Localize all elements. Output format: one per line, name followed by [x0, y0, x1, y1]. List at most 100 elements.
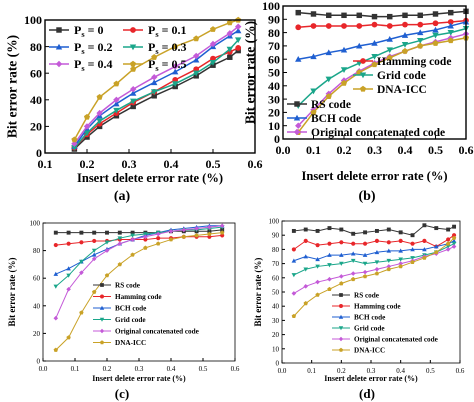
data-point: [362, 269, 368, 275]
y-tick-label: 10: [272, 345, 280, 353]
x-tick-label: 0.0: [278, 367, 287, 375]
x-tick-label: 0.3: [367, 367, 376, 375]
data-point: [113, 107, 120, 114]
legend-entry: BCH code: [332, 314, 385, 322]
data-point: [220, 230, 225, 235]
data-point: [113, 100, 120, 107]
data-point: [291, 247, 296, 252]
data-point: [181, 234, 186, 239]
y-tick-label: 100: [30, 219, 41, 227]
series-1: [291, 223, 457, 238]
data-point: [303, 238, 308, 243]
legend-label: DNA-ICC: [377, 84, 427, 96]
data-point: [66, 230, 71, 235]
data-point: [451, 238, 457, 243]
data-point: [327, 226, 332, 231]
data-point: [341, 23, 347, 29]
y-tick-label: 10: [268, 119, 280, 133]
data-point: [209, 60, 217, 66]
data-point: [350, 271, 356, 276]
data-point: [448, 9, 454, 16]
y-tick-label: 30: [272, 317, 280, 325]
series-4: [291, 241, 457, 278]
legend-swatch-marker: [360, 58, 366, 64]
y-tick-label: 0: [274, 132, 280, 146]
data-point: [325, 93, 332, 100]
series-line: [298, 19, 467, 29]
data-point: [386, 266, 391, 272]
y-tick-label: 60: [30, 66, 42, 80]
data-point: [53, 347, 58, 352]
legend-label: RS code: [311, 99, 351, 111]
data-point: [130, 98, 137, 105]
data-point: [362, 241, 368, 246]
data-point: [374, 271, 380, 276]
data-point: [340, 79, 348, 86]
data-point: [446, 227, 451, 232]
data-point: [151, 73, 158, 81]
x-tick-label: 0.4: [398, 143, 413, 157]
data-point: [386, 248, 392, 253]
legend-label: RS code: [354, 292, 379, 300]
data-point: [339, 227, 344, 232]
data-point: [130, 66, 137, 72]
series-line: [298, 10, 467, 18]
data-point: [401, 48, 409, 54]
series-6: [71, 16, 242, 143]
data-point: [79, 310, 84, 315]
data-point: [417, 12, 423, 19]
data-point: [447, 22, 454, 29]
legend-entry: BCH code: [93, 305, 146, 313]
data-point: [398, 230, 403, 235]
data-point: [207, 231, 212, 236]
legend-swatch-marker: [129, 60, 137, 67]
data-point: [79, 259, 84, 264]
data-point: [91, 252, 97, 257]
data-point: [303, 254, 309, 259]
data-point: [374, 238, 380, 243]
data-point: [351, 276, 356, 282]
data-point: [207, 224, 212, 230]
series-line: [55, 234, 223, 246]
y-tick-label: 90: [272, 232, 280, 240]
data-point: [155, 231, 161, 237]
data-point: [130, 103, 136, 110]
legend-label: RS code: [115, 282, 140, 290]
data-point: [451, 233, 457, 238]
data-point: [327, 276, 332, 282]
data-point: [445, 247, 451, 252]
data-point: [327, 241, 332, 246]
legend-label: Hamming code: [115, 293, 162, 301]
series-5: [71, 23, 242, 147]
data-point: [340, 46, 348, 53]
data-point: [130, 237, 135, 242]
legend-label: Grid code: [377, 70, 426, 82]
y-tick-label: 40: [268, 79, 280, 93]
legend-swatch-marker: [129, 44, 137, 51]
x-tick-label: 0.4: [164, 157, 179, 171]
data-point: [53, 315, 59, 321]
data-point: [295, 122, 302, 129]
x-tick-label: 0.3: [135, 365, 144, 373]
data-point: [53, 271, 59, 276]
data-point: [181, 227, 187, 233]
legend-entry: Original concatenated code: [287, 127, 445, 139]
data-point: [92, 238, 97, 244]
chart-panel-2: 0.0 0.1 0.2 0.3 0.4 0.5 0.6 0102030405060708090…: [243, 0, 474, 204]
data-point: [451, 241, 457, 247]
data-point: [209, 40, 217, 48]
data-point: [291, 258, 297, 263]
data-point: [83, 130, 91, 137]
panel-label: (b): [358, 189, 375, 204]
data-point: [339, 240, 344, 245]
data-point: [350, 258, 356, 264]
y-tick-label: 30: [268, 92, 280, 106]
y-tick-label: 80: [30, 40, 42, 54]
x-tick-label: 0.5: [199, 365, 208, 373]
x-axis-title: Insert delete error rate (%): [324, 374, 418, 383]
legend-label: DNA-ICC: [354, 347, 385, 355]
legend-label: Ps = 0.5: [148, 57, 186, 73]
legend-swatch-marker: [99, 328, 105, 334]
data-point: [226, 46, 233, 53]
data-point: [172, 81, 179, 88]
